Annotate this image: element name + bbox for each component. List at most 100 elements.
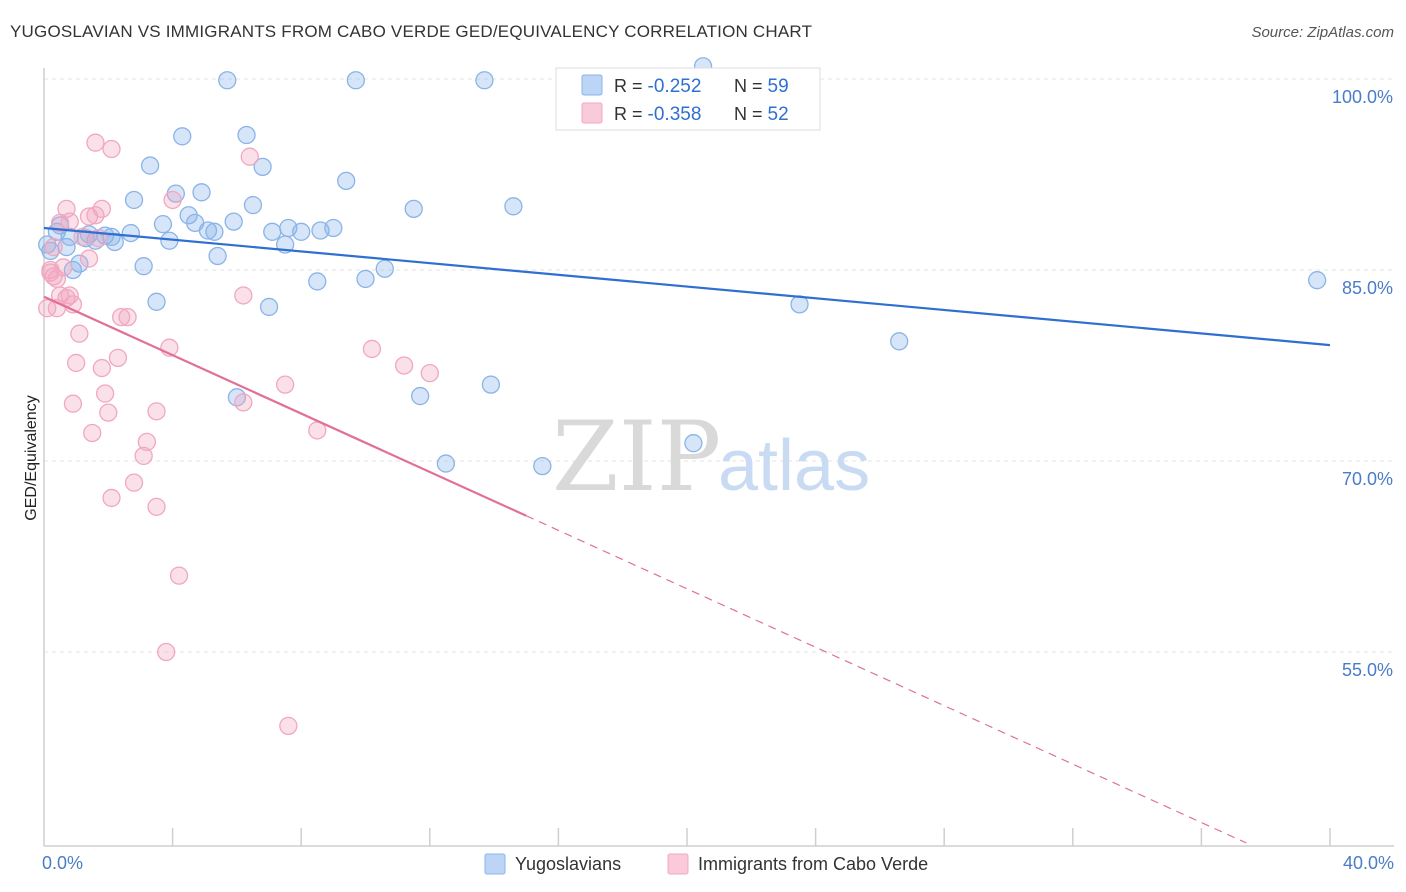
point-s1-34	[147, 402, 166, 421]
point-s0-13	[121, 223, 140, 243]
point-s1-25	[99, 403, 118, 422]
point-s1-22	[92, 199, 112, 219]
chart-source: Source: ZipAtlas.com	[1251, 24, 1394, 41]
point-s1-12	[63, 394, 83, 413]
point-s0-43	[346, 71, 366, 90]
point-s1-31	[124, 473, 144, 492]
point-s1-39	[157, 642, 176, 662]
point-s0-49	[475, 71, 494, 90]
x-tick-label-min: 0.0%	[42, 853, 83, 873]
point-s0-39	[308, 272, 327, 291]
point-s0-15	[134, 257, 153, 276]
point-s0-46	[404, 199, 423, 219]
stats-n-value-0: 59	[768, 76, 789, 97]
legend-swatch-yugoslavians	[484, 853, 506, 875]
point-s0-27	[208, 246, 227, 266]
point-s1-29	[112, 307, 131, 327]
y-tick-label-2: 70.0%	[1342, 469, 1393, 489]
point-s1-43	[275, 375, 295, 394]
stats-n-value-1: 52	[768, 104, 789, 125]
y-tick-label-1: 85.0%	[1342, 278, 1393, 298]
stats-n-label-1: N =	[734, 104, 768, 124]
point-s1-38	[169, 566, 189, 585]
point-s1-46	[362, 339, 382, 359]
point-s1-50	[47, 269, 67, 289]
series-cabo-verde-points	[38, 133, 439, 736]
point-s0-50	[481, 375, 501, 394]
point-s0-26	[205, 222, 224, 241]
point-s0-32	[237, 125, 256, 145]
point-s0-21	[173, 127, 192, 146]
stats-r-label-1: R =	[614, 104, 648, 124]
stats-legend-swatch-yugoslavians	[581, 74, 603, 96]
y-tick-label-0: 100.0%	[1332, 87, 1393, 107]
point-s1-23	[92, 358, 112, 378]
y-tick-labels: 100.0% 85.0% 70.0% 55.0%	[1332, 87, 1393, 680]
bottom-legend: Yugoslavians Immigrants from Cabo Verde	[484, 853, 928, 875]
legend-swatch-cabo-verde	[667, 853, 689, 875]
point-s1-28	[108, 348, 128, 368]
chart-title: YUGOSLAVIAN VS IMMIGRANTS FROM CABO VERD…	[10, 22, 813, 41]
point-s1-27	[102, 139, 121, 159]
trend-line-dashed-1	[526, 515, 1247, 844]
point-s0-4	[60, 227, 79, 247]
point-s0-51	[504, 197, 523, 216]
point-s1-32	[134, 446, 153, 466]
point-s0-18	[153, 215, 173, 234]
point-s0-29	[224, 212, 243, 231]
point-s1-37	[163, 190, 182, 210]
legend-label-yugoslavians: Yugoslavians	[515, 854, 621, 874]
point-s1-24	[95, 384, 115, 403]
point-s0-3	[57, 237, 76, 257]
stats-legend-swatch-cabo-verde	[581, 102, 603, 124]
svg-text:R = -0.252: R = -0.252	[614, 76, 701, 97]
point-s1-47	[394, 356, 414, 375]
point-s0-42	[337, 171, 356, 191]
trend-line-1	[43, 295, 527, 517]
stats-r-label-0: R =	[614, 76, 648, 96]
svg-text:N = 59: N = 59	[734, 76, 789, 97]
point-s0-14	[124, 190, 144, 210]
stats-n-label-0: N =	[734, 76, 768, 96]
point-s0-52	[533, 456, 552, 476]
point-s1-40	[234, 286, 253, 305]
x-tick-label-max: 40.0%	[1343, 853, 1394, 873]
stats-legend: R = -0.252 N = 59 R = -0.358 N = 52	[555, 67, 821, 131]
point-s0-48	[436, 454, 456, 473]
point-s1-35	[147, 497, 166, 516]
point-s1-41	[234, 393, 253, 412]
point-s1-49	[41, 260, 60, 280]
stats-r-value-1: -0.358	[648, 104, 702, 125]
point-s1-48	[420, 363, 439, 383]
point-s0-55	[890, 332, 909, 351]
point-s0-28	[218, 71, 237, 90]
watermark-zip: ZIP	[552, 401, 721, 513]
point-s0-24	[192, 183, 211, 202]
point-s0-35	[263, 222, 282, 241]
point-s0-41	[324, 218, 343, 238]
stats-r-value-0: -0.252	[648, 76, 702, 97]
point-s0-47	[411, 386, 430, 406]
point-s1-14	[70, 324, 89, 343]
point-s0-56	[1307, 271, 1327, 290]
y-tick-label-3: 55.0%	[1342, 660, 1393, 680]
legend-label-cabo-verde: Immigrants from Cabo Verde	[698, 854, 928, 874]
point-s1-18	[83, 423, 102, 443]
point-s0-44	[356, 269, 375, 289]
trend-lines	[43, 226, 1331, 844]
point-s1-0	[38, 299, 57, 318]
point-s0-38	[292, 222, 311, 241]
point-s0-31	[243, 195, 263, 215]
x-ticks	[171, 828, 1331, 846]
point-s1-26	[102, 488, 121, 508]
point-s0-16	[140, 156, 160, 175]
y-axis-label: GED/Equivalency	[23, 395, 40, 520]
point-s0-45	[375, 259, 394, 278]
point-s0-25	[198, 221, 218, 240]
point-s1-42	[240, 147, 259, 166]
point-s1-13	[67, 353, 86, 373]
point-s0-17	[147, 292, 166, 311]
point-s0-33	[253, 157, 272, 177]
point-s1-51	[44, 237, 63, 257]
